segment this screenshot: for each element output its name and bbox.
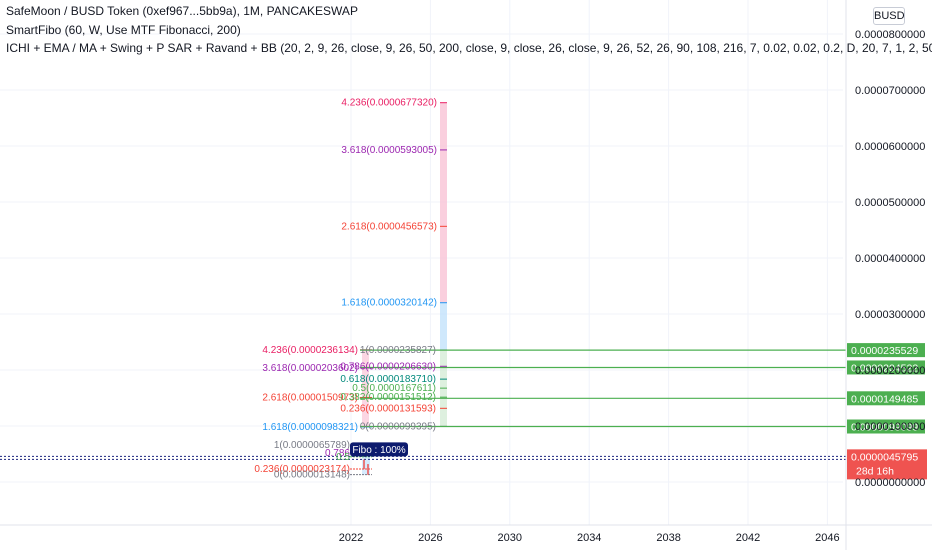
fib-low-label: 0.5	[336, 452, 350, 463]
price-level-tag-text: 0.0000149485	[851, 393, 918, 405]
price-level-tag-text: 0.0000235529	[851, 345, 918, 357]
x-tick-label: 2046	[815, 532, 839, 544]
fib-level-label: 3.618(0.0000593005)	[341, 145, 437, 156]
x-tick-label: 2022	[339, 532, 363, 544]
fibo-badge-text: Fibo : 100%	[352, 445, 405, 456]
fib-low-label: 0.786	[325, 448, 350, 459]
y-tick-label: 0.0000200000	[855, 365, 925, 377]
fib-extension-zone	[440, 102, 447, 303]
y-tick-label: 0.0000800000	[855, 29, 925, 41]
x-tick-label: 2026	[418, 532, 442, 544]
fib-level-label: 1.618(0.0000320142)	[341, 298, 437, 309]
fib-retracement-label: 0.236(0.0000131593)	[340, 403, 436, 414]
price-level-tag: 0.0000099099	[847, 419, 925, 434]
price-level-tag-text: 0.0000099099	[851, 422, 918, 434]
price-level-tag: 0.0000235529	[847, 343, 925, 358]
fib-low-zone	[362, 445, 370, 475]
price-level-tag: 0.0000204522	[847, 360, 925, 375]
chart-title: SafeMoon / BUSD Token (0xef967...5bb9a),…	[6, 4, 358, 18]
price-level-tag-bg	[847, 419, 925, 434]
fib-retracement-label: 0.786(0.0000206630)	[340, 361, 436, 372]
y-tick-label: 0.0000600000	[855, 141, 925, 153]
y-tick-label: 0.0000300000	[855, 309, 925, 321]
fibo-badge	[350, 442, 408, 457]
fib-level-label: 2.618(0.0000456573)	[341, 221, 437, 232]
fib-extension-zone	[440, 302, 447, 350]
fib-retracement-label: 0(0.0000099395)	[360, 421, 436, 432]
y-tick-label: 0.0000500000	[855, 197, 925, 209]
y-tick-label: 0.0000000000	[855, 477, 925, 489]
x-tick-label: 2042	[736, 532, 760, 544]
fib-retracement-label: 0.618(0.0000183710)	[340, 374, 436, 385]
current-price-tag: 0.0000045795 28d 16h	[847, 449, 927, 480]
current-price-text: 0.0000045795	[851, 451, 918, 463]
price-level-tag: 0.0000149485	[847, 391, 925, 406]
x-tick-label: 2038	[656, 532, 680, 544]
currency-button[interactable]: BUSD	[873, 7, 905, 25]
current-price-tag-bg	[847, 449, 927, 480]
y-tick-label: 0.0000100000	[855, 421, 925, 433]
price-level-tag-bg	[847, 391, 925, 406]
fib-level-label: 3.618(0.0000203602)	[262, 363, 358, 374]
fib-retracement-label: 1(0.0000235827)	[360, 345, 436, 356]
fib-low-label: 1(0.0000065789)	[274, 440, 350, 451]
fib-low-label: 0.236(0.0000023174)	[254, 464, 350, 475]
fib-low-label: 0(0.0000013148)	[274, 470, 350, 481]
fib-retracement-label: 0.382(0.0000151512)	[340, 392, 436, 403]
price-level-tag-bg	[847, 343, 925, 358]
indicator-ichi[interactable]: ICHI + EMA / MA + Swing + P SAR + Ravand…	[6, 41, 932, 55]
x-tick-label: 2030	[498, 532, 522, 544]
fib-retracement-label: 0.5(0.0000167611)	[352, 383, 436, 394]
countdown-text: 28d 16h	[856, 465, 894, 477]
indicator-smartfibo[interactable]: SmartFibo (60, W, Use MTF Fibonacci, 200…	[6, 23, 241, 37]
fib-level-label: 4.236(0.0000236134)	[262, 345, 358, 356]
fib-mid-zone	[362, 349, 369, 427]
fib-level-label: 1.618(0.0000098321)	[262, 422, 358, 433]
fib-level-label: 2.618(0.0000150973)	[262, 392, 358, 403]
price-level-tag-text: 0.0000204522	[851, 362, 918, 374]
x-tick-label: 2034	[577, 532, 601, 544]
price-level-tag-bg	[847, 360, 925, 375]
y-tick-label: 0.0000400000	[855, 253, 925, 265]
fib-level-label: 4.236(0.0000677320)	[341, 98, 437, 109]
y-tick-label: 0.0000700000	[855, 85, 925, 97]
